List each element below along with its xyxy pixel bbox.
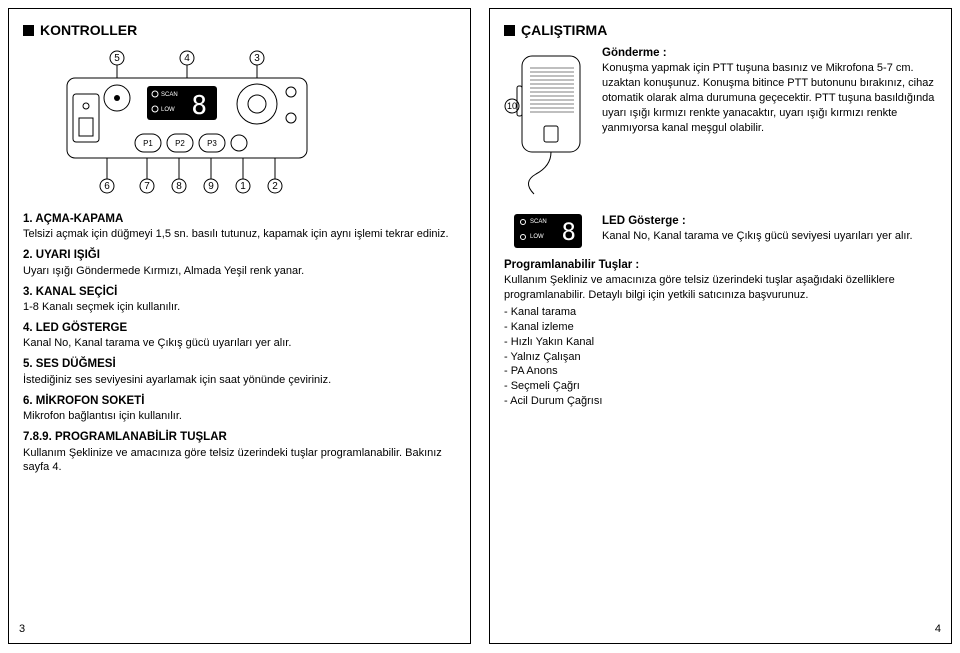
left-title: KONTROLLER [40,21,137,40]
mic-illustration: 10 [504,46,592,196]
lcd-scan-label: SCAN [530,218,547,226]
item-6-head: 6. MİKROFON SOKETİ [23,394,456,410]
item-2-head: 2. UYARI IŞIĞI [23,248,456,264]
led-body: Kanal No, Kanal tarama ve Çıkış gücü sev… [602,229,937,244]
radio-svg: 5 4 3 SCAN LOW 8 [47,46,327,206]
item-3-body: 1-8 Kanalı seçmek için kullanılır. [23,300,456,315]
item-7-body: Kullanım Şeklinize ve amacınıza göre tel… [23,446,456,476]
mic-svg: 10 [504,46,592,196]
right-title-row: ÇALIŞTIRMA [504,21,937,40]
callout-5: 5 [114,53,120,64]
prog-head: Programlanabilir Tuşlar : [504,258,937,274]
page-number-left: 3 [19,622,25,637]
p2-button: P2 [175,139,185,148]
item-5-body: İstediğiniz ses seviyesini ayarlamak içi… [23,373,456,388]
callout-4: 4 [184,53,190,64]
item-7: 7.8.9. PROGRAMLANABİLİR TUŞLAR Kullanım … [23,430,456,475]
item-6-body: Mikrofon bağlantısı için kullanılır. [23,409,456,424]
callout-1: 1 [240,181,246,192]
lcd-low-label: LOW [530,233,544,241]
right-title: ÇALIŞTIRMA [521,21,607,40]
prog-item: - Seçmeli Çağrı [504,379,937,394]
gonderme-body: Konuşma yapmak için PTT tuşuna basınız v… [602,61,937,135]
callout-3: 3 [254,53,260,64]
callout-8: 8 [176,181,182,192]
prog-item: - PA Anons [504,364,937,379]
callout-10: 10 [507,101,517,111]
prog-item: - Kanal tarama [504,305,937,320]
lcd-scan: SCAN [161,92,178,98]
led-dot-icon [520,234,526,240]
lcd-illustration: SCAN LOW 8 [504,214,592,248]
gonderme-text: Gönderme : Konuşma yapmak için PTT tuşun… [602,46,937,136]
led-head: LED Gösterge : [602,214,937,230]
page-right: ÇALIŞTIRMA [489,8,952,644]
lcd-small: SCAN LOW 8 [514,214,582,248]
item-1-head: 1. AÇMA-KAPAMA [23,212,456,228]
led-row: SCAN LOW 8 LED Gösterge : Kanal No, Kana… [504,214,937,248]
callout-6: 6 [104,181,110,192]
prog-body: Kullanım Şekliniz ve amacınıza göre tels… [504,273,937,303]
callout-9: 9 [208,181,214,192]
prog-item: - Acil Durum Çağrısı [504,394,937,409]
item-1-body: Telsizi açmak için düğmeyi 1,5 sn. basıl… [23,227,456,242]
led-dot-icon [520,219,526,225]
item-4-body: Kanal No, Kanal tarama ve Çıkış gücü uya… [23,336,456,351]
callout-7: 7 [144,181,150,192]
item-4: 4. LED GÖSTERGE Kanal No, Kanal tarama v… [23,321,456,351]
callout-2: 2 [272,181,278,192]
lcd-digit: 8 [562,216,576,248]
prog-item: - Yalnız Çalışan [504,350,937,365]
square-bullet-icon [504,25,515,36]
p1-button: P1 [143,139,153,148]
item-7-head: 7.8.9. PROGRAMLANABİLİR TUŞLAR [23,430,456,446]
lcd-digit: 8 [191,91,207,121]
item-2-body: Uyarı ışığı Göndermede Kırmızı, Almada Y… [23,264,456,279]
item-3: 3. KANAL SEÇİCİ 1-8 Kanalı seçmek için k… [23,285,456,315]
gonderme-head: Gönderme : [602,46,937,62]
item-6: 6. MİKROFON SOKETİ Mikrofon bağlantısı i… [23,394,456,424]
gonderme-row: 10 Gönderme : Konuşma yapmak için PTT tu… [504,46,937,196]
page-left: KONTROLLER 5 4 3 SC [8,8,471,644]
led-text: LED Gösterge : Kanal No, Kanal tarama ve… [602,214,937,244]
item-5-head: 5. SES DÜĞMESİ [23,357,456,373]
item-5: 5. SES DÜĞMESİ İstediğiniz ses seviyesin… [23,357,456,387]
item-4-head: 4. LED GÖSTERGE [23,321,456,337]
item-2: 2. UYARI IŞIĞI Uyarı ışığı Göndermede Kı… [23,248,456,278]
prog-item: - Hızlı Yakın Kanal [504,335,937,350]
left-title-row: KONTROLLER [23,21,456,40]
page-number-right: 4 [935,622,941,637]
p3-button: P3 [207,139,217,148]
item-3-head: 3. KANAL SEÇİCİ [23,285,456,301]
lcd-low: LOW [161,107,175,113]
prog-list: - Kanal tarama - Kanal izleme - Hızlı Ya… [504,305,937,409]
prog-item: - Kanal izleme [504,320,937,335]
radio-illustration: 5 4 3 SCAN LOW 8 [47,46,456,206]
square-bullet-icon [23,25,34,36]
item-1: 1. AÇMA-KAPAMA Telsizi açmak için düğmey… [23,212,456,242]
